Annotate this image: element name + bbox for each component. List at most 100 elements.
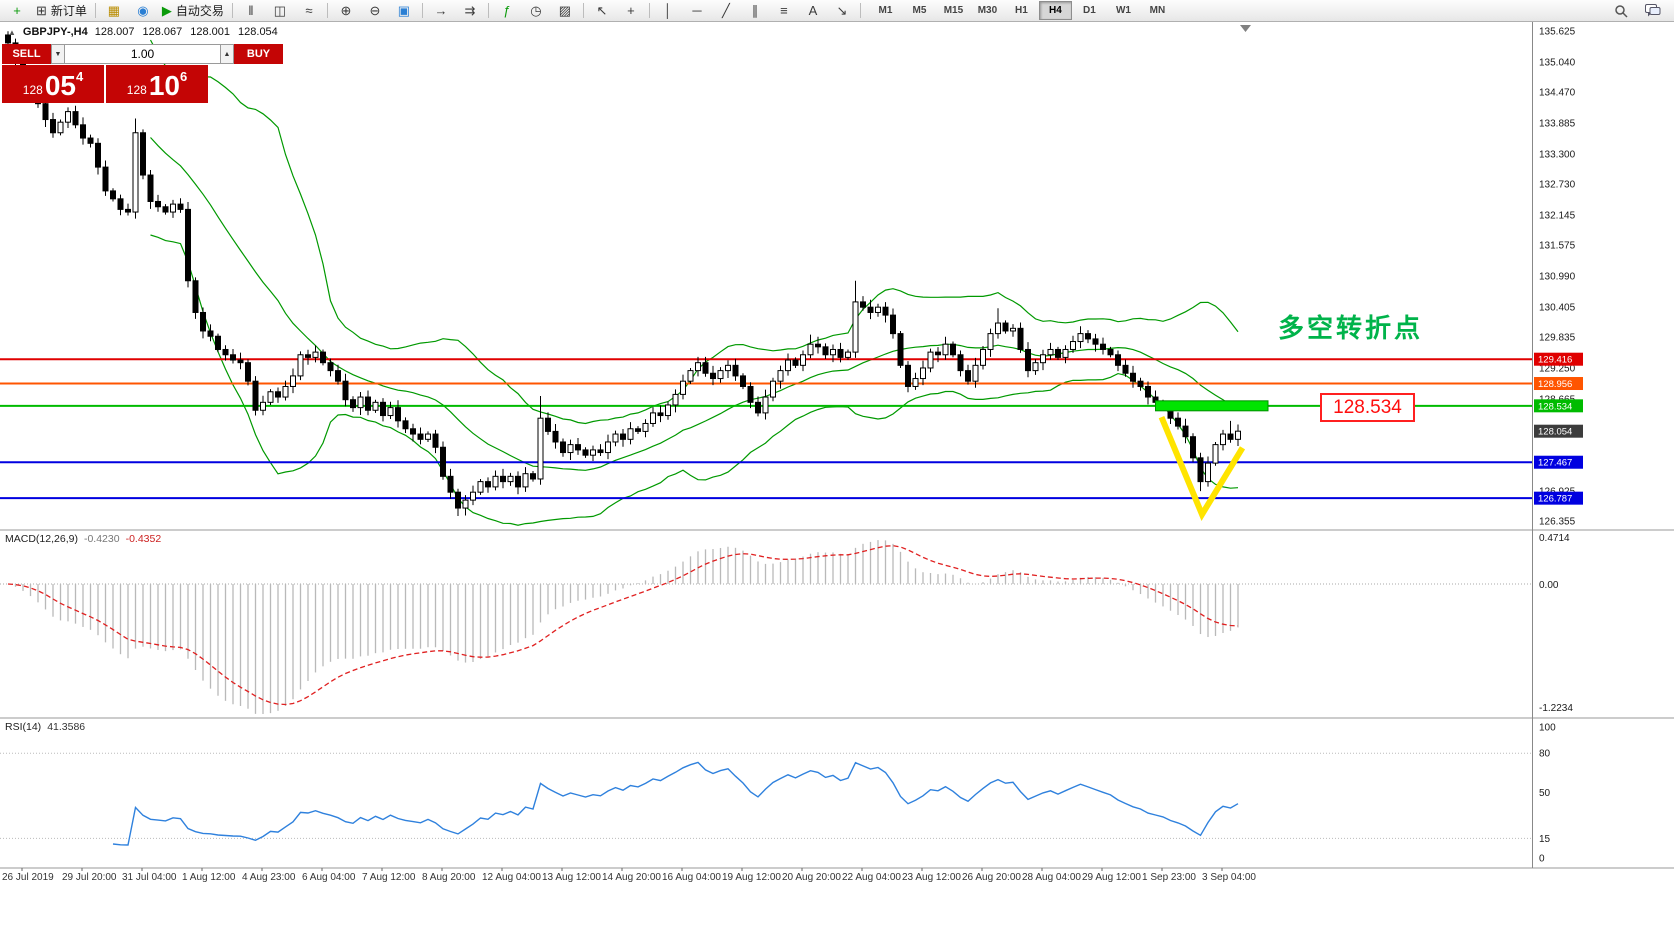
bar-chart-button[interactable]: ‖ — [237, 1, 265, 21]
svg-text:0.00: 0.00 — [1539, 580, 1559, 591]
svg-text:130.990: 130.990 — [1539, 272, 1576, 283]
svg-text:126.355: 126.355 — [1539, 517, 1576, 528]
timeframe-h4[interactable]: H4 — [1038, 1, 1072, 20]
svg-text:132.730: 132.730 — [1539, 180, 1576, 191]
toolbar-separator — [582, 3, 584, 18]
low-value: 128.001 — [190, 26, 231, 38]
timeframe-mn[interactable]: MN — [1149, 5, 1166, 16]
sell-price-sup: 4 — [75, 69, 84, 84]
horizontal-line-button[interactable]: ─ — [683, 1, 711, 21]
chart-window-button[interactable]: ▦ — [100, 1, 128, 21]
trendline-button[interactable]: ╱ — [712, 1, 740, 21]
svg-text:128.054: 128.054 — [1538, 427, 1572, 438]
fibonacci-button[interactable]: ≡ — [770, 1, 798, 21]
chart-shift-marker[interactable] — [1240, 25, 1251, 32]
bollinger-bands — [149, 39, 1239, 526]
rsi-panel[interactable] — [0, 752, 1532, 846]
channel-icon: ∥ — [751, 3, 759, 18]
cursor-button[interactable]: ↖ — [588, 1, 616, 21]
fibonacci-icon: ≡ — [780, 3, 788, 18]
timeframe-d1[interactable]: D1 — [1083, 5, 1096, 16]
price-scale[interactable]: 135.625 135.040 134.470 133.885 133.300 132.7… — [1534, 27, 1583, 865]
channel-button[interactable]: ∥ — [741, 1, 769, 21]
svg-text:28 Aug 04:00: 28 Aug 04:00 — [1022, 872, 1081, 883]
buy-button[interactable]: 128 10 6 — [106, 65, 208, 103]
toolbar: + ⊞ 新订单 ▦ ◉ ▶ 自动交易 ‖ ◫ ≈ ⊕ ⊖ ▣ → ⇉ ƒ ◷ ▨ ↖ + │ ─ ╱ ∥ ≡ A ↘ M1 M5 M15… — [0, 0, 1674, 22]
auto-scroll-button[interactable]: → — [427, 1, 455, 21]
zoom-in-button[interactable]: ⊕ — [332, 1, 360, 21]
app-logo[interactable]: + — [3, 1, 31, 21]
auto-scroll-icon: → — [434, 3, 448, 18]
svg-text:7 Aug 12:00: 7 Aug 12:00 — [362, 872, 416, 883]
main-chart-pane[interactable] — [0, 31, 1532, 526]
buy-price-big: 10 — [148, 70, 180, 102]
svg-text:20 Aug 20:00: 20 Aug 20:00 — [782, 872, 841, 883]
tile-windows-button[interactable]: ▣ — [390, 1, 418, 21]
horizontal-lines[interactable] — [0, 358, 1532, 500]
svg-text:80: 80 — [1539, 749, 1551, 760]
indicators-button[interactable]: ƒ — [493, 1, 521, 21]
volume-input[interactable] — [65, 44, 220, 64]
time-axis[interactable]: 26 Jul 2019 29 Jul 20:00 31 Jul 04:00 1 Aug… — [2, 868, 1256, 883]
chat-button[interactable] — [1640, 1, 1666, 21]
chat-icon — [1645, 3, 1661, 16]
chart-shift-button[interactable]: ⇉ — [456, 1, 484, 21]
macd-name: MACD(12,26,9) — [5, 533, 78, 545]
zoom-out-button[interactable]: ⊖ — [361, 1, 389, 21]
green-zone-rectangle[interactable] — [1155, 400, 1269, 412]
line-chart-icon: ≈ — [305, 3, 313, 18]
svg-text:100: 100 — [1539, 723, 1556, 734]
svg-text:26 Aug 20:00: 26 Aug 20:00 — [962, 872, 1021, 883]
arrows-button[interactable]: ↘ — [828, 1, 856, 21]
svg-text:12 Aug 04:00: 12 Aug 04:00 — [482, 872, 541, 883]
ohlc-values: 128.007 128.067 128.001 128.054 — [95, 26, 278, 38]
timeframe-m15[interactable]: M15 — [943, 5, 964, 16]
macd-panel[interactable] — [0, 540, 1532, 714]
autotrade-button-label: 自动交易 — [175, 4, 224, 18]
timeframe-m30[interactable]: M30 — [977, 5, 998, 16]
periods-button[interactable]: ◷ — [522, 1, 550, 21]
timeframe-m1[interactable]: M1 — [878, 5, 893, 16]
svg-text:3 Sep 04:00: 3 Sep 04:00 — [1202, 872, 1256, 883]
svg-text:31 Jul 04:00: 31 Jul 04:00 — [122, 872, 177, 883]
toolbar-separator — [487, 3, 489, 18]
svg-text:16 Aug 04:00: 16 Aug 04:00 — [662, 872, 721, 883]
accounts-button[interactable]: ◉ — [129, 1, 157, 21]
one-click-trade-panel: SELL ▼ ▲ BUY 128 05 4 128 10 6 — [2, 44, 283, 103]
timeframe-m5[interactable]: M5 — [912, 5, 927, 16]
search-button[interactable] — [1608, 1, 1634, 21]
candlestick-chart-button[interactable]: ◫ — [266, 1, 294, 21]
macd-value: -0.4230 — [83, 533, 120, 545]
rsi-name: RSI(14) — [5, 721, 42, 733]
svg-text:22 Aug 04:00: 22 Aug 04:00 — [842, 872, 901, 883]
accounts-icon: ◉ — [137, 3, 149, 18]
volume-decrease-button[interactable]: ▼ — [51, 44, 65, 64]
chart-canvas[interactable]: 135.625 135.040 134.470 133.885 133.300 132.7… — [0, 22, 1674, 944]
chart-window-icon: ▦ — [107, 3, 121, 18]
toolbar-buttons: + ⊞ 新订单 ▦ ◉ ▶ 自动交易 ‖ ◫ ≈ ⊕ ⊖ ▣ → ⇉ ƒ ◷ ▨ ↖ + │ ─ ╱ ∥ ≡ A ↘ — [3, 1, 864, 21]
buy-price-sup: 6 — [179, 69, 188, 84]
price-level-label[interactable]: 128.534 — [1320, 393, 1415, 422]
vertical-line-button[interactable]: │ — [654, 1, 682, 21]
crosshair-button[interactable]: + — [617, 1, 645, 21]
zoom-in-icon: ⊕ — [340, 3, 352, 18]
yellow-v-mark[interactable] — [1158, 415, 1246, 521]
timeframe-w1[interactable]: W1 — [1115, 5, 1131, 16]
vertical-line-icon: │ — [663, 3, 672, 18]
timeframe-h1[interactable]: H1 — [1015, 5, 1028, 16]
new-order-button[interactable]: ⊞ 新订单 — [32, 1, 91, 21]
periods-icon: ◷ — [530, 3, 542, 18]
sell-button[interactable]: 128 05 4 — [2, 65, 104, 103]
autotrade-icon: ▶ — [161, 3, 172, 18]
volume-increase-button[interactable]: ▲ — [220, 44, 234, 64]
templates-button[interactable]: ▨ — [551, 1, 579, 21]
svg-text:26 Jul 2019: 26 Jul 2019 — [2, 872, 54, 883]
line-chart-button[interactable]: ≈ — [295, 1, 323, 21]
panel-separators — [0, 22, 1674, 869]
buy-label: BUY — [234, 44, 283, 64]
autotrade-button[interactable]: ▶ 自动交易 — [158, 1, 228, 21]
chart-symbol: GBPJPY-,H4 — [22, 26, 88, 38]
open-value: 128.007 — [94, 26, 135, 38]
text-button[interactable]: A — [799, 1, 827, 21]
